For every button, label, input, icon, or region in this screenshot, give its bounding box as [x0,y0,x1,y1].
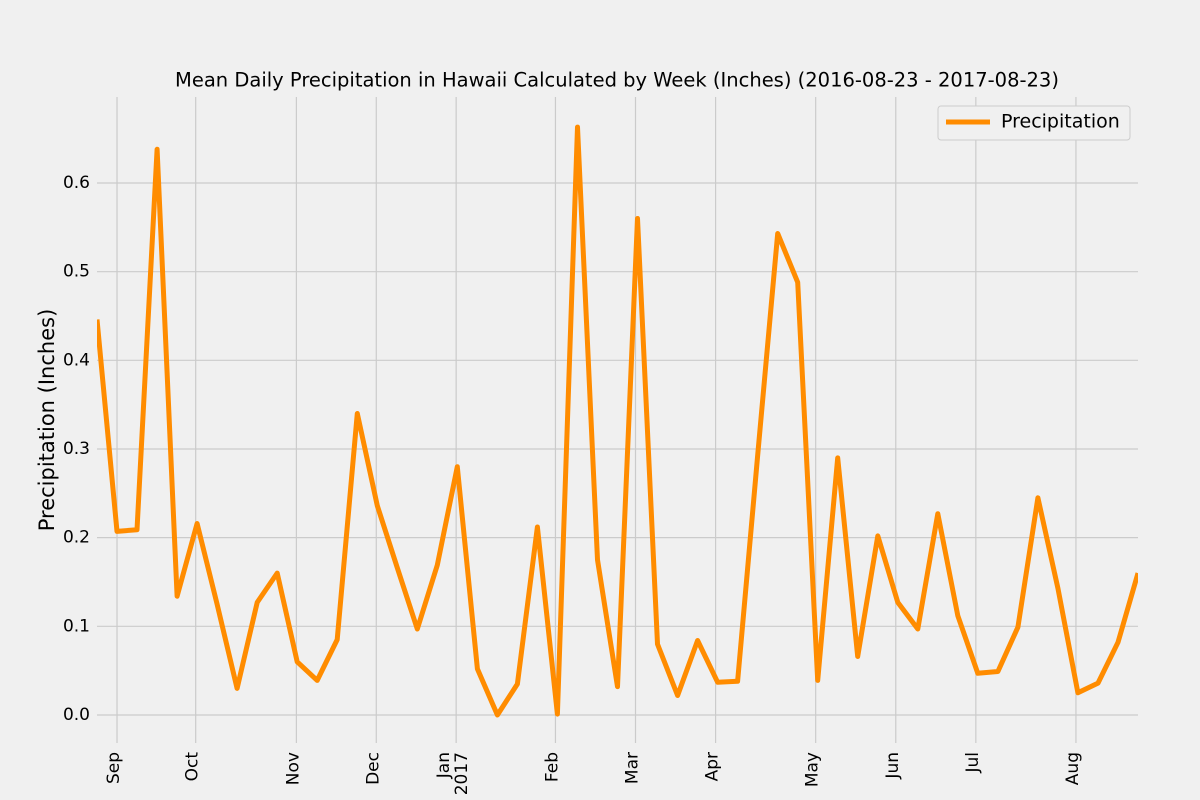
x-tick-label: Apr [703,752,723,781]
y-tick-label: 0.5 [63,262,90,282]
x-tick-label: Aug [1063,752,1083,785]
legend-label: Precipitation [1001,111,1120,133]
chart-title: Mean Daily Precipitation in Hawaii Calcu… [175,69,1059,92]
y-tick-label: 0.4 [63,350,90,370]
y-tick-label: 0.1 [63,616,90,636]
y-tick-label: 0.0 [63,705,90,725]
x-tick-label: Oct [183,752,203,782]
y-tick-label: 0.6 [63,173,90,193]
y-tick-label: 0.3 [63,439,90,459]
x-tick-label: Jun [883,752,903,780]
x-tick-label: Feb [542,752,562,782]
legend-box [937,105,1131,141]
x-tick-label: Dec [363,752,383,785]
x-tick-label: Jan2017 [434,752,472,795]
x-tick-label: Mar [623,752,643,784]
x-tick-label: Sep [104,752,124,784]
y-axis-label: Precipitation (Inches) [35,309,59,532]
x-tick-label: May [803,752,823,787]
x-tick-label: Nov [283,752,303,785]
line-series [97,124,1138,718]
x-tick-label: Jul [963,752,983,774]
y-tick-label: 0.2 [63,528,90,548]
